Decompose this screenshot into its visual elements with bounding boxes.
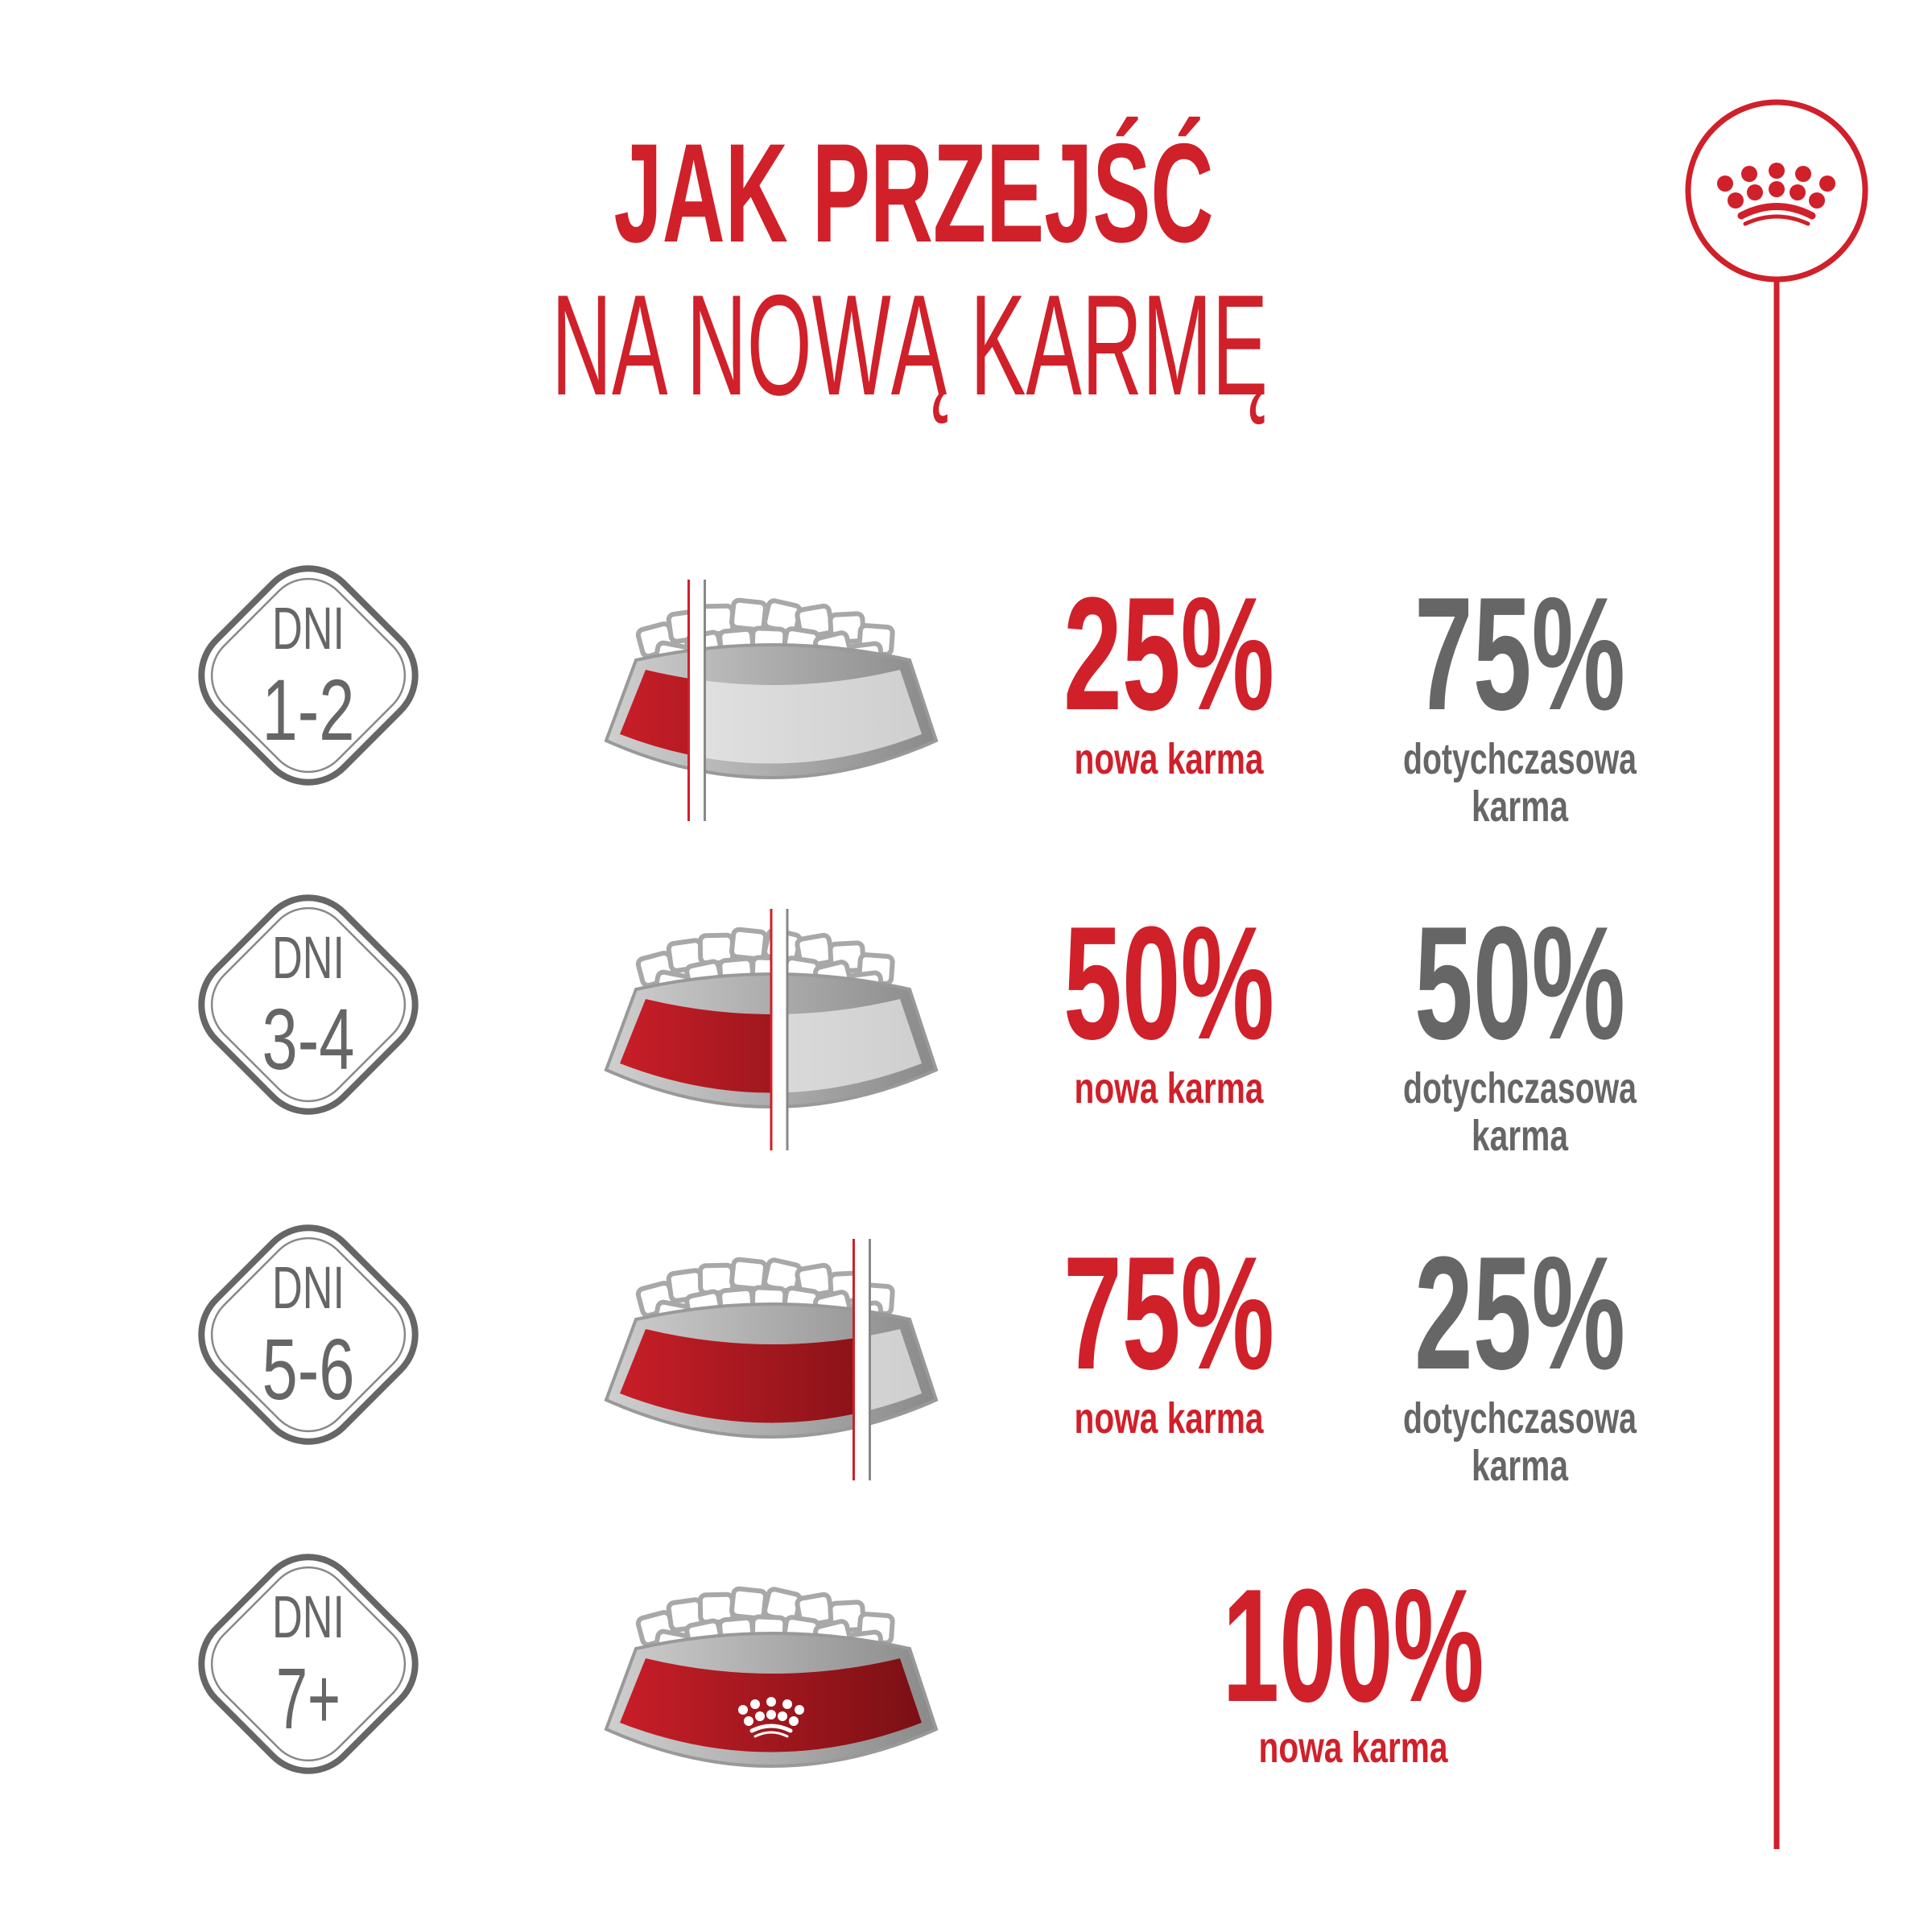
days-badge [198, 565, 419, 786]
food-bowl [604, 905, 939, 1154]
new-food-label: nowa karma [1075, 1394, 1265, 1443]
new-food-portion [620, 670, 689, 755]
food-bowl [604, 1586, 939, 1768]
new-food-percent: 75% [1063, 1224, 1274, 1403]
days-badge [198, 894, 419, 1115]
days-range: 5-6 [262, 1320, 355, 1418]
new-food-label: nowa karma [1075, 1064, 1265, 1113]
old-food-label: dotychczasowa [1403, 735, 1637, 783]
kibble [729, 927, 768, 962]
kibble [729, 1586, 768, 1621]
old-food-label-2: karma [1472, 782, 1569, 831]
days-badge [198, 1224, 419, 1445]
new-food-percent: 100% [1223, 1556, 1484, 1736]
new-food-label: nowa karma [1075, 735, 1265, 783]
old-food-label-2: karma [1472, 1112, 1569, 1160]
old-food-label: dotychczasowa [1403, 1064, 1637, 1113]
old-food-label: dotychczasowa [1403, 1394, 1637, 1443]
kibble [729, 1257, 768, 1292]
title-line-1: JAK PRZEJŚĆ [614, 115, 1214, 272]
days-badge [198, 1554, 419, 1774]
title-line-2: NA NOWĄ KARMĘ [551, 265, 1268, 425]
old-food-percent: 25% [1414, 1224, 1625, 1403]
old-food-label-2: karma [1472, 1442, 1569, 1490]
new-food-percent: 50% [1063, 894, 1274, 1073]
crown-icon [1717, 163, 1835, 226]
days-label: DNI [272, 1254, 345, 1321]
days-range: 1-2 [262, 661, 355, 758]
new-food-portion [620, 1329, 854, 1423]
new-food-portion [620, 999, 771, 1093]
old-food-percent: 75% [1414, 564, 1625, 744]
new-food-percent: 25% [1063, 564, 1274, 744]
days-label: DNI [272, 924, 345, 991]
days-range: 3-4 [262, 990, 355, 1088]
brand-logo [1685, 99, 1868, 1849]
crown-icon [738, 1697, 804, 1738]
days-label: DNI [272, 1583, 345, 1650]
food-bowl [604, 1235, 939, 1484]
days-label: DNI [272, 595, 345, 662]
old-food-percent: 50% [1414, 894, 1625, 1073]
days-range: 7+ [276, 1649, 341, 1747]
new-food-label: nowa karma [1259, 1724, 1449, 1772]
food-bowl [604, 576, 939, 825]
kibble [729, 597, 768, 633]
